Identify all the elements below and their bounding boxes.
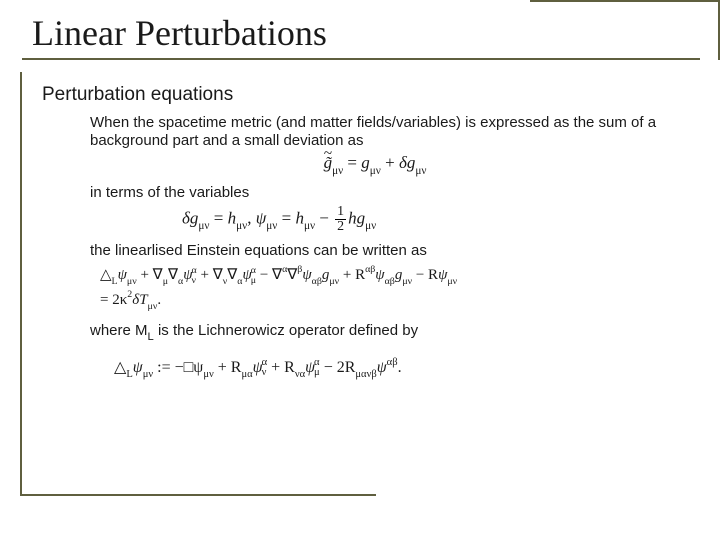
eq3-g1-sub: μν [329,276,339,287]
eq2-t1: δg [182,209,198,228]
eq3-m2: − R [412,267,438,283]
eq1-lhs: g̃ [324,153,333,173]
eq3-n4s: α [237,276,242,287]
eq2-minus: − [315,209,333,228]
eq3-n2s: α [178,276,183,287]
eq4-coloneq: := −□ψ [153,359,203,376]
eq3-psi5-sub: μν [447,276,457,287]
subheading: Perturbation equations [42,84,700,106]
equation-3: △Lψμν + ∇μ∇αψαν + ∇ν∇αψαμ − ∇α∇βψαβgμν +… [100,264,700,314]
eq4-m: − 2R [320,359,356,376]
eq4-p1: + R [214,359,242,376]
equation-1: g̃μν = gμν + δgμν [90,153,660,175]
eq1-eq: = [343,153,361,172]
eq3-p1: + ∇ [137,267,163,283]
eq1-r2: δg [399,153,415,172]
eq2-eq2: = [277,209,295,228]
eq4-psi3-sup: αβ [387,357,398,368]
eq3-tri: △ [100,267,112,283]
title-underline [22,58,700,60]
eq4-r2-sub: να [295,369,305,380]
eq2-t5: hg [348,209,365,228]
decor-line-top [530,0,720,2]
eq4-p2: + R [267,359,295,376]
eq3-n5s: α [282,264,287,275]
eq4-dot: . [398,359,402,376]
eq4-psi: ψ [133,359,143,376]
paragraph-2: in terms of the variables [90,184,660,202]
eq3-dt: δT [132,292,147,308]
eq2-t4-sub: μν [304,220,315,232]
eq1-lhs-sub: μν [332,165,343,177]
eq3-r1-sup: αβ [365,264,375,275]
eq2-t3: ψ [256,209,267,228]
eq3-psi: ψ [118,267,127,283]
paragraph-3: the linearlised Einstein equations can b… [90,242,660,260]
eq2-comma: , [247,209,256,228]
eq2-frac-d: 2 [335,220,346,234]
eq3-dot: . [157,292,161,308]
eq1-plus: + [381,153,399,172]
eq3-n2: ∇ [168,267,178,283]
eq3-n3s: ν [223,276,227,287]
eq3-line2: = 2κ [100,292,127,308]
eq2-t2: h [228,209,237,228]
eq2-t4: h [295,209,304,228]
slide-content: Perturbation equations When the spacetim… [42,84,700,379]
eq2-t5-sub: μν [365,220,376,232]
para4-suffix: is the Lichnerowicz operator defined by [154,322,418,339]
eq3-tri-sub: L [112,276,118,287]
equation-2: δgμν = hμν, ψμν = hμν − 12hgμν [182,205,700,234]
eq4-box-sub: μν [203,369,213,380]
eq3-dt-sub: μν [148,301,158,312]
eq1-r1-sub: μν [370,165,381,177]
eq3-psi-sub: μν [127,276,137,287]
eq1-r1: g [361,153,370,172]
para4-sub: L [148,331,154,343]
eq3-n6: ∇ [287,267,297,283]
eq3-m1: − ∇ [256,267,282,283]
slide-container: Linear Perturbations Perturbation equati… [0,0,720,540]
eq3-psi4: ψ [375,267,384,283]
slide-title: Linear Perturbations [32,12,700,54]
eq3-ksup: 2 [127,289,132,300]
eq4-tri-sub: L [126,369,132,380]
para4-prefix: where M [90,322,148,339]
eq4-psi3: ψ [377,359,387,376]
eq3-psi4-sub: αβ [385,276,395,287]
eq3-n1s: μ [163,276,168,287]
eq2-frac: 12 [335,205,346,234]
eq2-frac-n: 1 [335,205,346,220]
eq3-psi5: ψ [438,267,447,283]
eq2-eq1: = [210,209,228,228]
eq1-r2-sub: μν [415,165,426,177]
eq4-r1-sub: μα [241,369,252,380]
eq3-p3: + R [339,267,365,283]
eq2-t2-sub: μν [236,220,247,232]
equation-4: △Lψμν := −□ψμν + Rμαψαν + Rναψαμ − 2Rμαν… [114,357,700,379]
eq2-t1-sub: μν [198,220,209,232]
eq4-psi-sub: μν [143,369,153,380]
eq3-p2: + ∇ [197,267,223,283]
paragraph-4: where ML is the Lichnerowicz operator de… [90,322,660,343]
eq3-psi3: ψ [302,267,311,283]
eq3-n4: ∇ [227,267,237,283]
eq4-r3-sub: μανβ [355,369,376,380]
eq4-tri: △ [114,359,126,376]
eq2-t3-sub: μν [266,220,277,232]
eq3-psi3-sub: αβ [312,276,322,287]
decor-line-bottom [20,494,376,496]
decor-line-left [20,72,22,496]
paragraph-1: When the spacetime metric (and matter fi… [90,114,660,149]
eq3-n6s: β [297,264,302,275]
eq3-g2-sub: μν [402,276,412,287]
